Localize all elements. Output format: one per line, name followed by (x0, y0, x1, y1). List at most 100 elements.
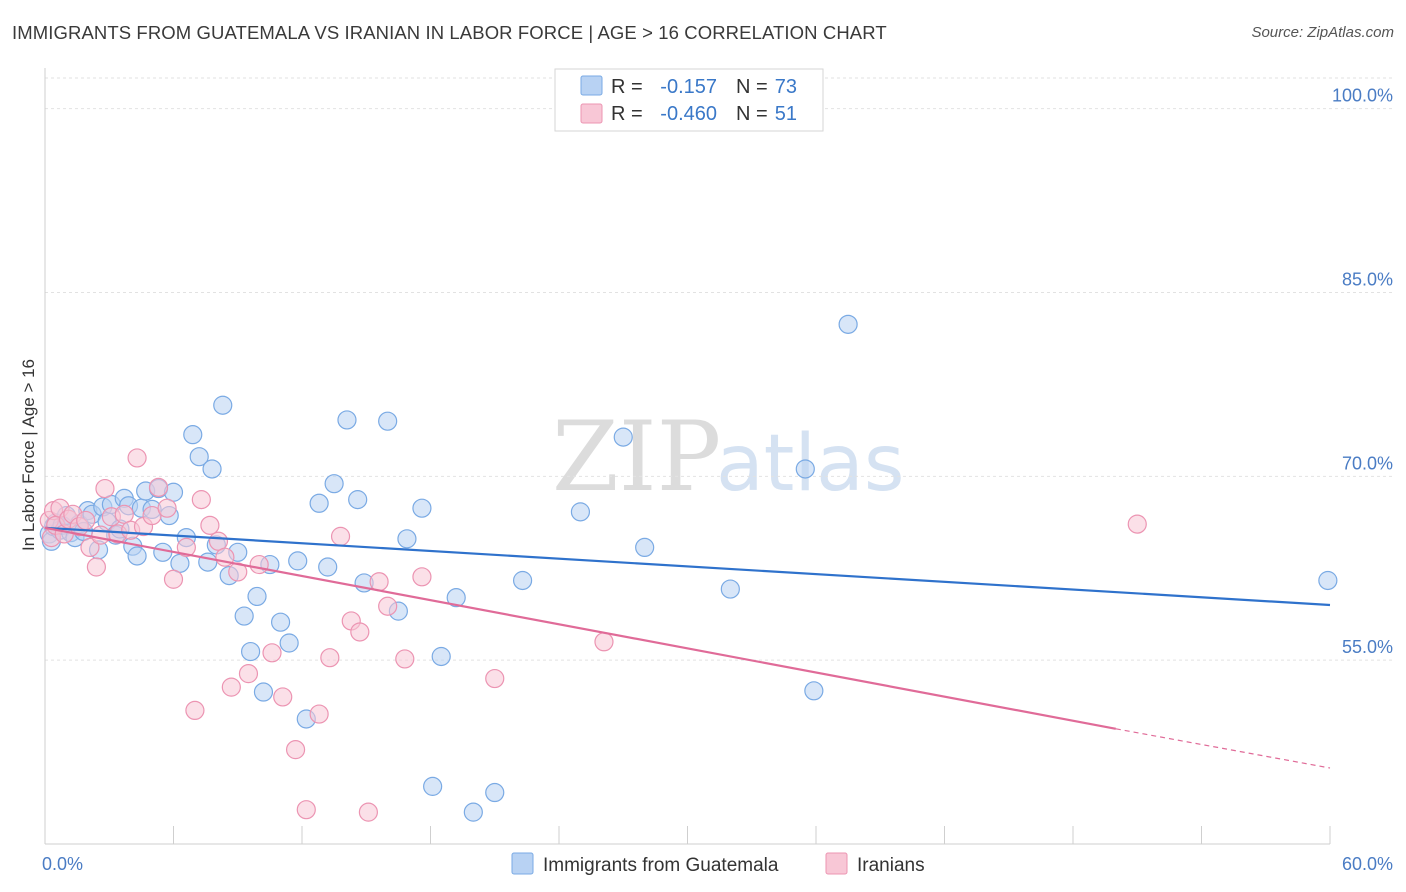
guatemala-point (412, 498, 432, 518)
iranians-point (185, 700, 205, 721)
iranians-point (163, 569, 184, 589)
guatemala-point (247, 586, 267, 607)
axes: 55.0% 70.0% 85.0% 100.0% 0.0% 60.0% (42, 68, 1393, 874)
iranians-point (273, 687, 293, 707)
iranians-trend-line (44, 526, 1117, 730)
guatemala-point (804, 681, 824, 701)
guatemala-point (423, 776, 443, 796)
guatemala-point (378, 411, 398, 431)
iranians-point (320, 648, 340, 668)
iranians-trend-extension (1115, 728, 1331, 769)
series-legend: Immigrants from Guatemala Iranians (511, 852, 925, 876)
iranians-point (91, 525, 111, 545)
guatemala-point (397, 529, 417, 549)
trend-lines (44, 526, 1331, 769)
iranians-point (296, 800, 316, 820)
guatemala-point (153, 542, 173, 562)
guatemala-point (720, 579, 740, 599)
iranians-point (76, 510, 96, 531)
guatemala-point (279, 633, 299, 653)
guatemala-point (127, 546, 147, 566)
scatter-points (39, 314, 1338, 822)
iranians-point (309, 704, 329, 724)
iranians-point (369, 572, 389, 592)
guatemala-point (463, 802, 483, 822)
guatemala-point (512, 570, 533, 591)
iranians-point (148, 477, 169, 497)
iranians-point (412, 567, 432, 587)
iranians-point (262, 643, 282, 663)
iranians-point (157, 498, 177, 518)
series-legend-label-guatemala: Immigrants from Guatemala (543, 855, 779, 876)
guatemala-point (337, 410, 357, 430)
guatemala-point (241, 641, 261, 662)
iranians-point (395, 649, 415, 669)
guatemala-point (1318, 570, 1338, 591)
guatemala-point (324, 474, 344, 494)
iranians-point (114, 504, 134, 524)
watermark: ZIP atlas (552, 401, 905, 513)
iranians-point (358, 802, 378, 822)
legend-n-label-1: N = (736, 76, 768, 98)
legend-r-label-1: R = (611, 76, 643, 98)
legend-swatch-pink (580, 103, 603, 124)
iranians-point (191, 490, 211, 510)
guatemala-point (253, 682, 274, 702)
y-tick-label: 70.0% (1342, 453, 1393, 473)
guatemala-point (570, 502, 591, 522)
guatemala-point (170, 553, 190, 573)
y-axis-label: In Labor Force | Age > 16 (19, 359, 38, 551)
legend: R = -0.157 N = 73 R = -0.460 N = 51 (554, 68, 824, 132)
iranians-point (80, 537, 100, 558)
iranians-point (378, 596, 398, 616)
legend-n-label-2: N = (736, 103, 768, 125)
guatemala-point (270, 612, 291, 632)
guatemala-point (213, 395, 233, 415)
chart-source: Source: ZipAtlas.com (1251, 24, 1394, 41)
guatemala-point (485, 782, 505, 803)
iranians-point (330, 526, 351, 546)
iranians-point (200, 515, 220, 535)
guatemala-point (189, 447, 209, 467)
legend-n-value-1: 73 (775, 76, 797, 98)
series-legend-swatch-guatemala (511, 852, 534, 875)
iranians-point (176, 537, 196, 558)
watermark-zip: ZIP (552, 401, 721, 513)
legend-swatch-blue (580, 75, 603, 96)
iranians-point (594, 632, 614, 652)
legend-n-value-2: 51 (775, 103, 797, 125)
y-tick-label: 85.0% (1342, 269, 1393, 289)
series-legend-swatch-iranians (825, 852, 848, 875)
guatemala-point (198, 552, 218, 572)
guatemala-point (202, 459, 222, 479)
x-tick-label: 0.0% (42, 854, 83, 874)
guatemala-point (318, 557, 338, 577)
guatemala-point (795, 459, 815, 479)
guatemala-point (288, 551, 308, 571)
iranians-point (249, 554, 269, 575)
iranians-point (285, 740, 306, 760)
x-tick-label: 60.0% (1342, 854, 1393, 874)
guatemala-point (838, 314, 858, 334)
y-tick-label: 100.0% (1332, 86, 1393, 106)
guatemala-point (431, 646, 451, 667)
iranians-point (350, 622, 370, 642)
guatemala-point (635, 537, 655, 558)
guatemala-point (234, 606, 254, 626)
guatemala-point (183, 425, 203, 445)
iranians-point (221, 677, 241, 697)
guatemala-point (613, 427, 633, 447)
guatemala-point (309, 493, 329, 513)
guatemala-point (348, 490, 368, 510)
legend-r-value-1: -0.157 (660, 76, 717, 98)
iranians-point (238, 664, 259, 684)
legend-r-value-2: -0.460 (660, 103, 717, 125)
chart-title: IMMIGRANTS FROM GUATEMALA VS IRANIAN IN … (12, 22, 887, 43)
iranians-point (127, 448, 147, 468)
iranians-point (86, 557, 107, 577)
guatemala-trend-line (44, 526, 1331, 607)
y-tick-label: 55.0% (1342, 637, 1393, 657)
iranians-point (95, 478, 115, 499)
iranians-point (485, 668, 505, 689)
